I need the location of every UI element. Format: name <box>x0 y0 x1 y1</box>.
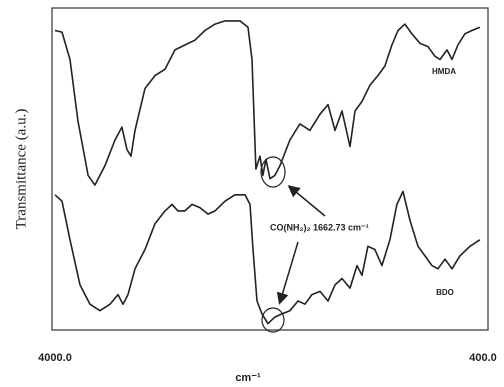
x-tick-label: 4000.0 <box>38 352 72 364</box>
highlight-circle <box>261 307 285 333</box>
spectrum-line <box>54 190 481 325</box>
arrow <box>276 241 299 305</box>
spectrum-line <box>54 20 481 186</box>
x-axis-label: cm⁻¹ <box>235 372 261 384</box>
plot-frame <box>51 7 489 331</box>
y-axis-label: Transmittance (a.u.) <box>13 109 29 230</box>
annotation: CO(NH₂)₂ 1662.73 cm⁻¹ <box>270 222 369 232</box>
x-tick-label: 400.0 <box>469 352 497 364</box>
annotation: BDO <box>436 288 454 297</box>
highlight-circle <box>260 156 286 188</box>
annotation: HMDA <box>432 67 456 76</box>
arrow <box>287 185 326 217</box>
